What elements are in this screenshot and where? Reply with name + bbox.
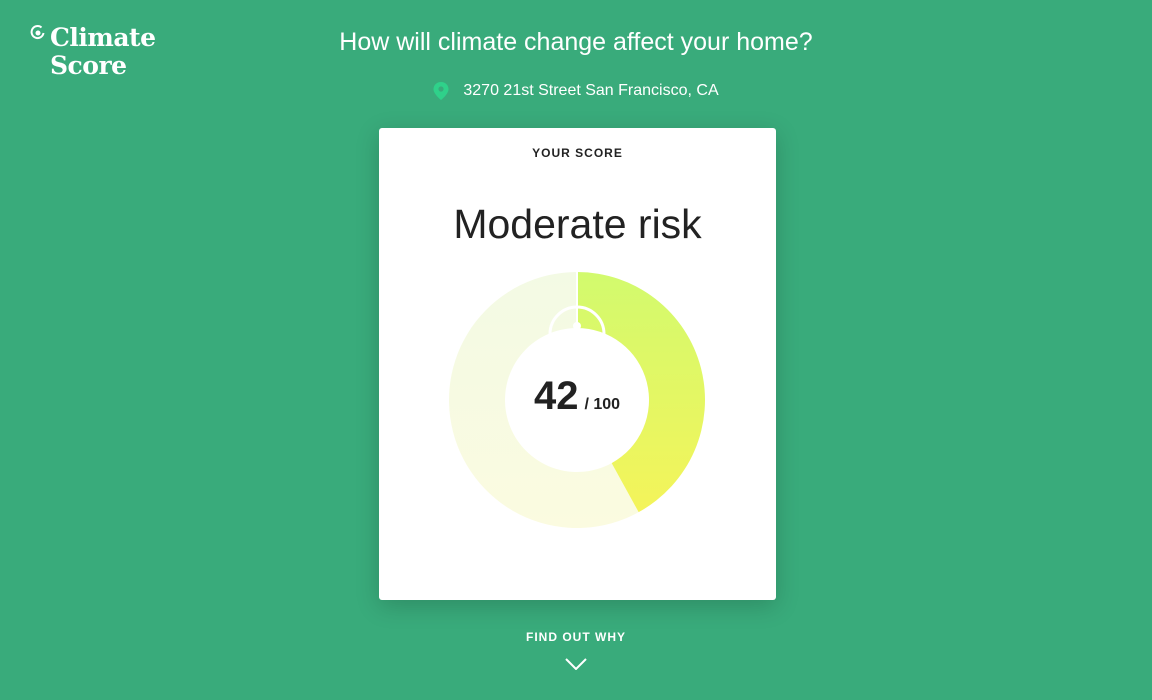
chevron-down-icon [565, 658, 587, 670]
page-title: How will climate change affect your home… [339, 28, 813, 56]
score-readout: 42 / 100 [449, 374, 705, 426]
score-card: YOUR SCORE Moderate risk 42 / 1 [379, 128, 776, 600]
gauge-knob [573, 322, 581, 330]
logo-text-line2: Score [50, 51, 127, 80]
score-max: / 100 [584, 396, 621, 413]
map-pin-icon [433, 82, 449, 100]
gauge-handle-icon [548, 305, 606, 335]
sun-logo-icon [30, 25, 45, 40]
gauge-center [506, 329, 648, 471]
score-gauge [449, 272, 705, 528]
score-card-label: YOUR SCORE [532, 146, 623, 160]
logo-text-line1: Climate [50, 23, 156, 52]
find-out-why-button[interactable]: FIND OUT WHY [0, 630, 1152, 670]
risk-level-title: Moderate risk [453, 201, 702, 247]
climate-score-logo[interactable]: Climate Score [30, 24, 156, 80]
gauge-track [449, 272, 639, 528]
score-value: 42 [533, 374, 579, 418]
gauge-fill [577, 272, 705, 513]
address-text: 3270 21st Street San Francisco, CA [463, 82, 719, 99]
find-out-why-label: FIND OUT WHY [526, 630, 626, 644]
address-row: 3270 21st Street San Francisco, CA [0, 80, 1152, 102]
